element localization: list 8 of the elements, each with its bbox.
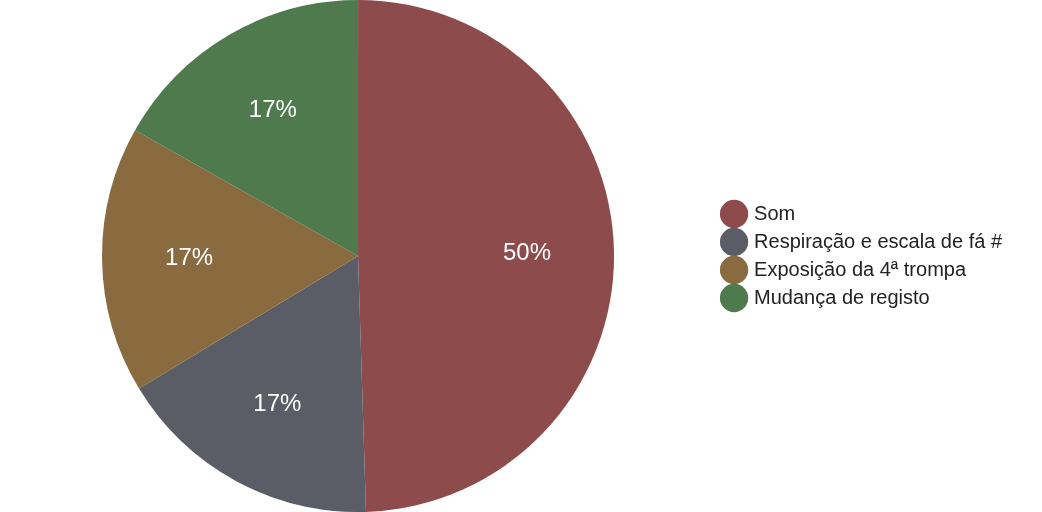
data-label: 17% <box>165 243 214 271</box>
legend-label: Respiração e escala de fá # <box>754 229 1003 252</box>
legend-label: Mudança de registo <box>754 285 930 308</box>
data-label: 17% <box>253 389 302 417</box>
legend-label: Exposição da 4ª trompa <box>754 257 967 280</box>
data-label: 50% <box>502 238 551 265</box>
legend-label: Som <box>754 201 796 224</box>
data-label: 17% <box>248 94 297 122</box>
